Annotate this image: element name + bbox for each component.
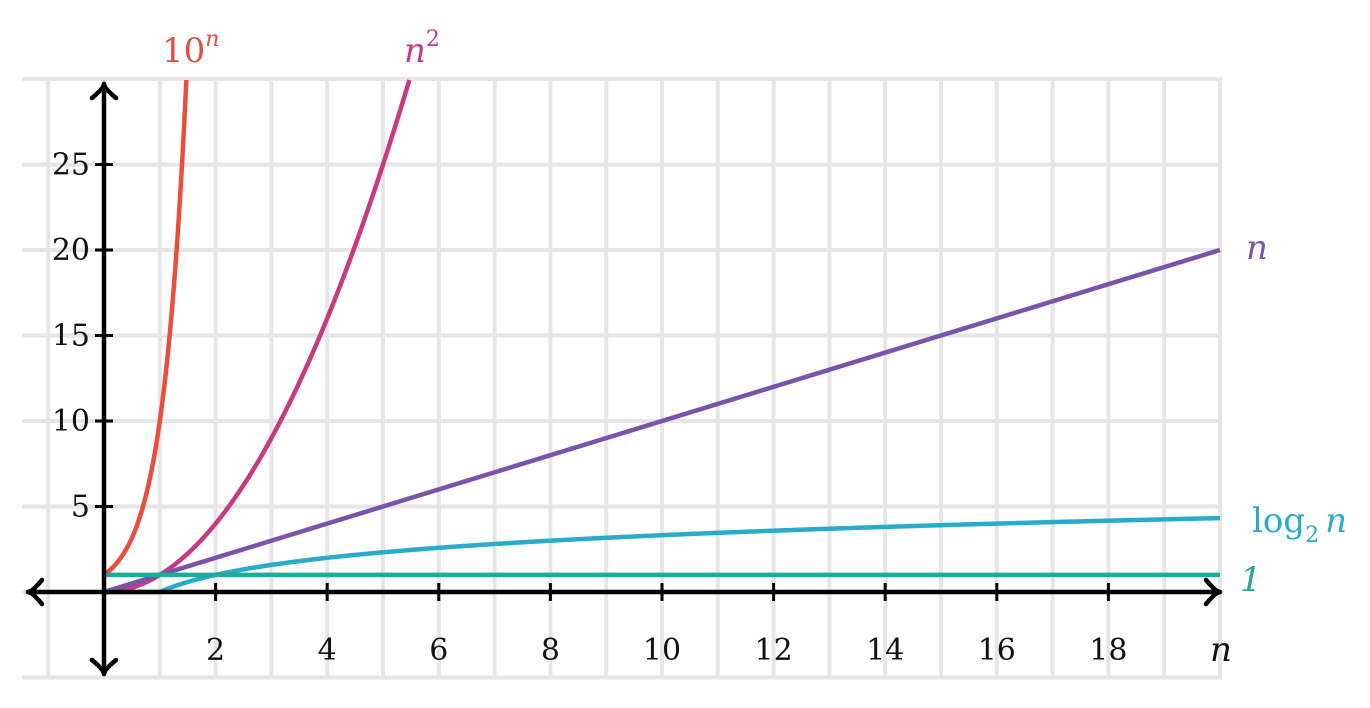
y-tick-label: 25 xyxy=(52,148,90,183)
x-tick-label: 14 xyxy=(866,633,904,668)
grid xyxy=(22,77,1222,680)
y-tick-label: 5 xyxy=(71,490,90,525)
y-tick-label: 20 xyxy=(52,233,90,268)
label-1: 1 xyxy=(1240,560,1262,600)
x-tick-label: 12 xyxy=(755,633,793,668)
x-tick-label: 6 xyxy=(429,633,448,668)
x-axis-arrow-left xyxy=(25,577,45,607)
x-tick-label: 18 xyxy=(1089,633,1127,668)
y-tick-label: 10 xyxy=(52,404,90,439)
x-tick-label: 10 xyxy=(643,633,681,668)
label-n: n xyxy=(1246,228,1268,268)
series-lines xyxy=(102,78,1222,595)
y-axis-arrow-up xyxy=(89,81,119,101)
label-n2: n2 xyxy=(404,27,440,71)
y-axis-arrow-down xyxy=(89,657,119,677)
y-tick-label: 15 xyxy=(52,319,90,354)
label-log2n: log2 n xyxy=(1252,501,1347,548)
ticks: 2 4 6 8 10 12 14 16 18 5 10 15 20 25 xyxy=(52,148,1128,669)
series-line-2 xyxy=(102,247,1222,595)
series-line-3 xyxy=(102,515,1222,595)
series-labels: 10n n2 n log2 n 1 n xyxy=(162,27,1347,670)
axes xyxy=(25,81,1223,677)
x-tick-label: 16 xyxy=(978,633,1016,668)
x-tick-label: 2 xyxy=(206,633,225,668)
series-line-0 xyxy=(102,79,189,577)
x-tick-label: 8 xyxy=(541,633,560,668)
x-tick-label: 4 xyxy=(318,633,337,668)
x-axis-arrow-right xyxy=(1203,577,1223,607)
x-axis-label: n xyxy=(1210,630,1232,670)
label-10n: 10n xyxy=(162,27,219,71)
